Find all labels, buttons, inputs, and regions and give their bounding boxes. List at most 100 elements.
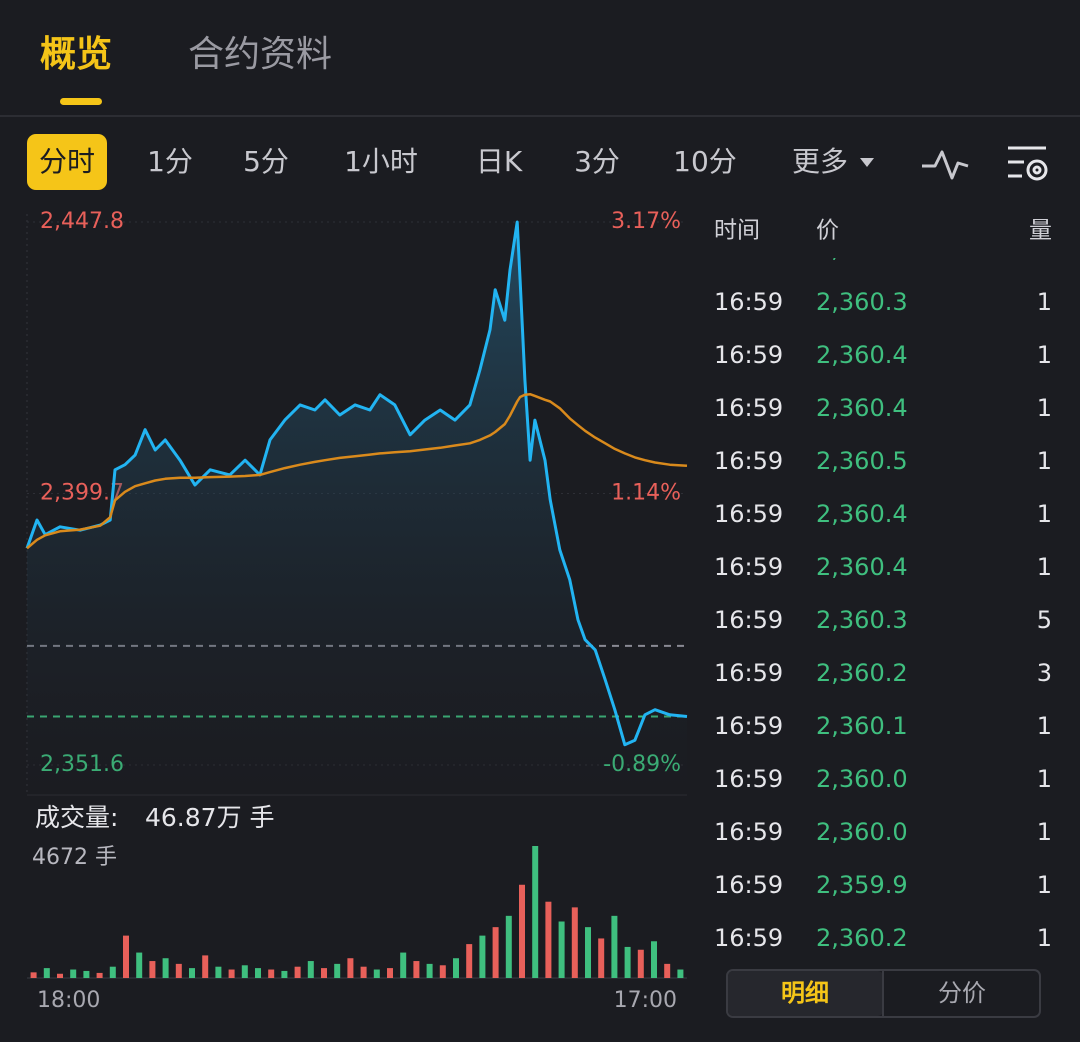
volume-bar [321, 968, 327, 978]
y2-tick-label: 1.14% [611, 481, 681, 506]
volume-bar [532, 846, 539, 978]
volume-tick-label: 4672 手 [32, 845, 117, 870]
trade-price: 2,360.2 [816, 924, 908, 952]
trade-qty: 1 [1037, 341, 1052, 369]
volume-bar [664, 963, 671, 978]
x-tick-label: 17:00 [614, 988, 677, 1013]
trade-list: 16:59 2,360.4 1 16:59 2,360.3 1 16:59 2,360.4 1 1… [714, 235, 1052, 952]
volume-bar [439, 965, 446, 978]
trade-qty: 1 [1037, 447, 1052, 475]
volume-bar [255, 968, 261, 978]
column-header: 时间 [714, 218, 760, 244]
volume-bar [479, 935, 486, 978]
trade-time: 16:59 [714, 712, 783, 740]
trade-price: 2,360.4 [816, 553, 908, 581]
trade-qty: 1 [1037, 553, 1052, 581]
volume-bar [43, 968, 50, 978]
trade-time: 16:59 [714, 871, 783, 899]
trade-time: 16:59 [714, 394, 783, 422]
trade-time: 16:59 [714, 341, 783, 369]
price-area [27, 222, 687, 795]
tab-active[interactable]: 概览 [40, 34, 112, 75]
trade-time: 16:59 [714, 500, 783, 528]
trade-price: 2,360.3 [816, 606, 908, 634]
trade-time: 16:59 [714, 235, 783, 263]
volume-bar [202, 955, 209, 978]
period[interactable]: 1分 [147, 145, 193, 178]
volume-bar [519, 884, 525, 978]
volume-bar [347, 958, 354, 978]
y2-tick-label: 3.17% [611, 209, 681, 234]
volume-bar [215, 966, 222, 978]
period[interactable]: 日K [476, 145, 523, 178]
volume-bar [30, 972, 37, 978]
volume-bar [294, 966, 301, 978]
volume-bar [268, 969, 275, 978]
volume-bar [637, 949, 644, 978]
trade-price: 2,360.4 [816, 394, 908, 422]
period[interactable]: 1小时 [344, 145, 418, 178]
volume-bar [413, 961, 420, 978]
period-active[interactable]: 分时 [39, 145, 95, 178]
trade-qty: 1 [1037, 765, 1052, 793]
trade-time: 16:59 [714, 924, 783, 952]
trade-qty: 1 [1037, 235, 1052, 263]
volume-bar [373, 969, 380, 978]
trade-time: 16:59 [714, 447, 783, 475]
trade-price: 2,360.2 [816, 659, 908, 687]
volume-bar [228, 969, 235, 978]
volume-bar [57, 973, 63, 978]
button-active[interactable]: 明细 [781, 979, 829, 1007]
trade-qty: 1 [1037, 288, 1052, 316]
y-tick-label: 2,447.8 [40, 209, 124, 234]
period[interactable]: 5分 [243, 145, 289, 178]
volume-bar [281, 970, 288, 978]
volume-bar [241, 965, 248, 978]
period[interactable]: 3分 [574, 145, 620, 178]
volume-bar [545, 901, 552, 978]
trade-price: 2,360.4 [816, 500, 908, 528]
chart: 2,351.62,399.72,447.8-0.89%1.14%3.17%18:… [25, 209, 688, 1013]
trade-qty: 1 [1037, 394, 1052, 422]
settings-icon[interactable] [1008, 146, 1048, 181]
trade-price: 2,360.1 [816, 712, 908, 740]
volume-bar [651, 941, 657, 978]
dropdown-arrow[interactable] [860, 158, 874, 167]
x-tick-label: 18:00 [37, 988, 100, 1013]
y-tick-label: 2,399.7 [40, 481, 124, 506]
volume-bar [505, 915, 512, 978]
volume-bar [189, 968, 195, 978]
period-more[interactable]: 更多 [792, 145, 848, 178]
indicator-icon[interactable] [922, 150, 969, 180]
button[interactable]: 分价 [938, 979, 986, 1007]
volume-bar [109, 966, 116, 978]
volume-bar [334, 963, 341, 978]
trade-price: 2,360.0 [816, 818, 908, 846]
button-active-bg[interactable] [728, 971, 883, 1016]
trade-qty: 1 [1037, 871, 1052, 899]
volume-bar [400, 952, 407, 978]
average-line [26, 392, 688, 550]
period[interactable]: 10分 [673, 145, 737, 178]
trade-qty: 1 [1037, 500, 1052, 528]
volume-bar [426, 963, 433, 978]
price-line [25, 220, 688, 747]
volume-bar [677, 969, 684, 978]
volume-bar [360, 966, 367, 978]
volume-bar [136, 952, 143, 978]
period-active-bg[interactable] [27, 134, 107, 190]
trade-time: 16:59 [714, 606, 783, 634]
trade-price: 2,360.3 [816, 288, 908, 316]
trade-price: 2,360.0 [816, 765, 908, 793]
volume-bar [96, 972, 103, 978]
volume-bar [624, 946, 631, 978]
tab[interactable]: 合约资料 [188, 34, 332, 75]
trade-qty: 5 [1037, 606, 1052, 634]
column-header: 量 [1029, 218, 1052, 244]
column-header: 价 [816, 218, 839, 244]
volume-bar [571, 907, 578, 978]
volume-title: 成交量: [35, 803, 118, 832]
volume-bar [162, 958, 169, 978]
